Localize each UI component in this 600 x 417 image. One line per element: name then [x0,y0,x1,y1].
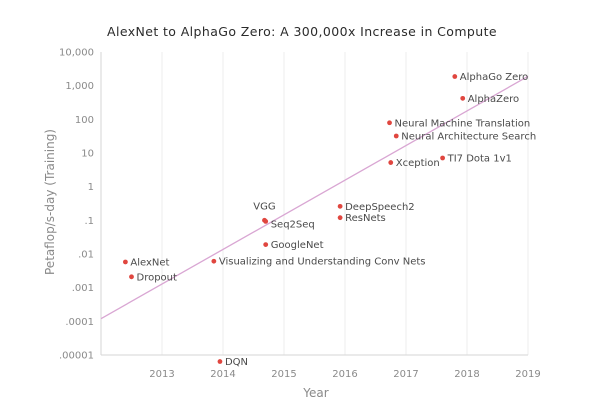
point-label: AlphaGo Zero [460,72,529,83]
y-tick-labels: 10,000 1,000 100 10 1 .1 .01 .001 .0001 .00001 [59,48,94,362]
point-label: Neural Architecture Search [401,131,536,142]
data-points [123,74,466,364]
point-label: Xception [396,158,440,169]
y-tick-label: 1 [88,182,94,193]
point-label: VGG [253,201,275,212]
x-tick-label: 2013 [149,369,174,380]
trend-line-group [100,75,529,320]
x-tick-labels: 2013 2014 2015 2016 2017 2018 2019 [149,369,540,380]
data-point [263,242,269,248]
data-point [337,215,343,221]
data-point [217,359,223,364]
point-label: TI7 Dota 1v1 [447,154,512,165]
y-tick-label: .1 [84,216,94,227]
data-point [440,155,445,161]
x-tick-label: 2015 [271,369,296,380]
y-tick-label: .01 [78,250,94,261]
point-label: GoogleNet [271,240,324,251]
point-label: ResNets [345,213,386,224]
y-axis-label: Petaflop/s-day (Training) [43,129,57,275]
data-point [211,258,217,264]
point-label: Dropout [137,272,178,283]
y-tick-label: .0001 [65,317,94,328]
x-tick-label: 2014 [210,369,235,380]
data-point [393,133,399,139]
axes [100,52,528,356]
chart-title: AlexNet to AlphaGo Zero: A 300,000x Incr… [107,24,497,39]
data-point [337,203,343,209]
y-tick-label: 10,000 [59,48,94,59]
data-point [388,160,394,165]
y-tick-label: .00001 [59,351,94,362]
y-tick-label: 10 [81,149,94,160]
x-tick-label: 2016 [332,369,357,380]
point-label: Seq2Seq [271,219,315,230]
x-axis-label: Year [302,386,328,400]
data-point [123,259,128,265]
x-tick-label: 2018 [454,369,479,380]
grid-lines [161,52,529,355]
data-point [452,74,458,79]
data-point [460,95,466,101]
data-point [263,218,269,224]
x-tick-label: 2017 [393,369,418,380]
y-tick-label: 1,000 [65,81,94,92]
y-tick-label: 100 [75,115,94,126]
point-label: AlexNet [130,257,169,268]
point-label: Neural Machine Translation [395,118,531,129]
point-label: Visualizing and Understanding Conv Nets [219,257,426,268]
x-tick-label: 2019 [515,369,540,380]
y-tick-label: .001 [72,283,94,294]
point-label: AlphaZero [468,94,519,105]
trend-line [100,75,529,320]
point-label: DQN [225,357,248,368]
data-point [387,120,392,126]
point-label: DeepSpeech2 [345,202,415,213]
point-labels: AlexNet Dropout DQN Visualizing and Underst… [130,72,536,368]
data-point [129,274,134,280]
